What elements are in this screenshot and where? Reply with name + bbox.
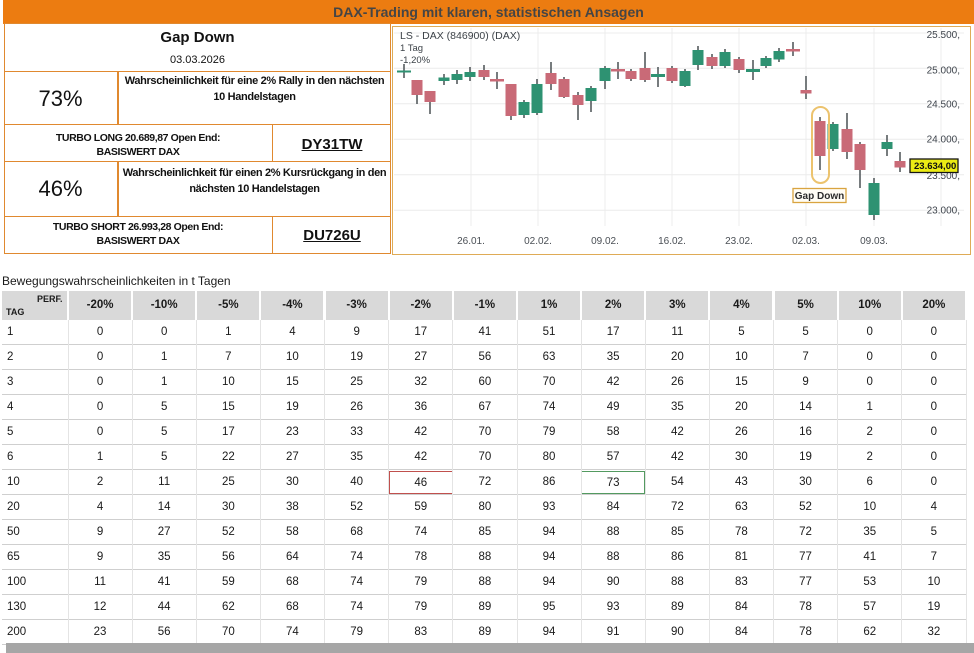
svg-text:23.500,: 23.500, xyxy=(927,171,960,182)
svg-text:24.000,: 24.000, xyxy=(927,135,960,146)
svg-text:23.000,: 23.000, xyxy=(927,206,960,217)
svg-text:02.03.: 02.03. xyxy=(792,236,820,247)
svg-text:09.02.: 09.02. xyxy=(591,236,619,247)
svg-text:09.03.: 09.03. xyxy=(860,236,888,247)
svg-text:25.500,: 25.500, xyxy=(927,30,960,41)
svg-text:26.01.: 26.01. xyxy=(457,236,485,247)
svg-text:-1,20%: -1,20% xyxy=(400,55,431,66)
svg-text:16.02.: 16.02. xyxy=(658,236,686,247)
svg-text:24.500,: 24.500, xyxy=(927,100,960,111)
svg-text:02.02.: 02.02. xyxy=(524,236,552,247)
svg-text:1 Tag: 1 Tag xyxy=(400,43,423,54)
svg-text:23.634,00: 23.634,00 xyxy=(914,161,956,172)
svg-text:LS - DAX (846900) (DAX): LS - DAX (846900) (DAX) xyxy=(400,30,520,42)
svg-text:25.000,: 25.000, xyxy=(927,65,960,76)
svg-text:Gap Down: Gap Down xyxy=(795,191,844,202)
svg-text:23.02.: 23.02. xyxy=(725,236,753,247)
